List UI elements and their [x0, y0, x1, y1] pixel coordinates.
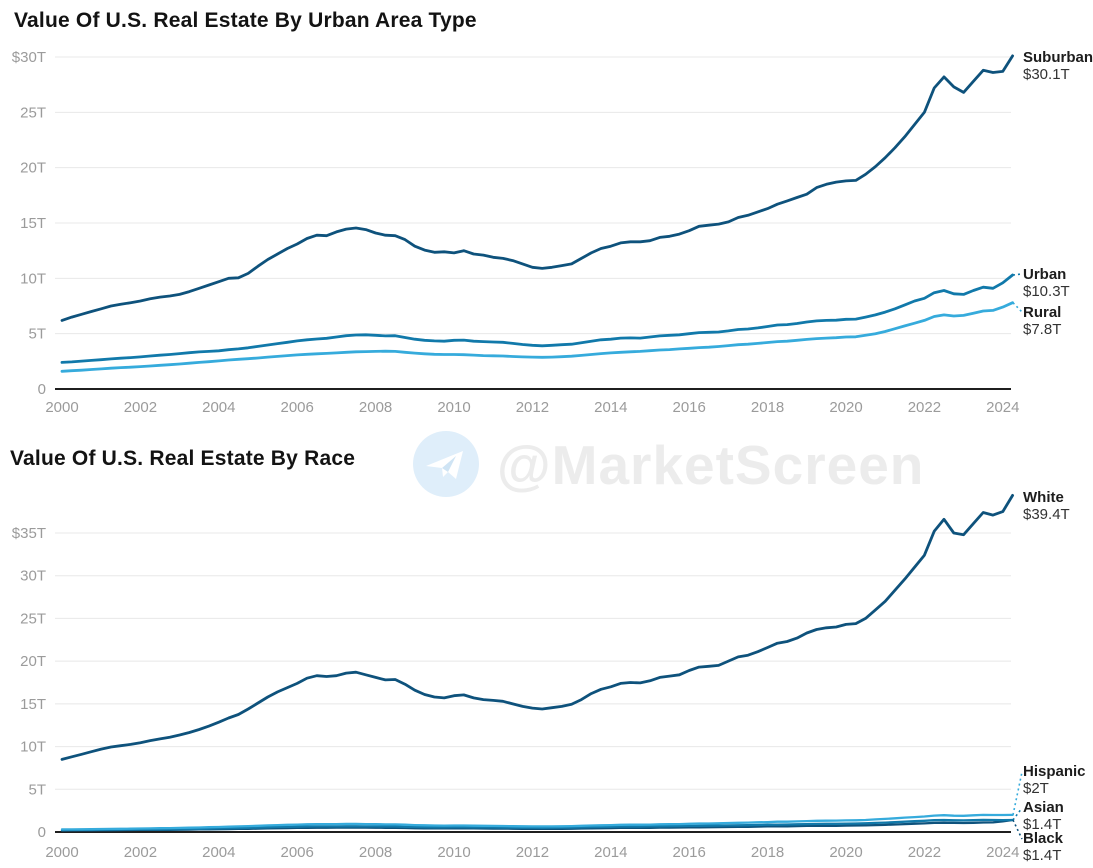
- x-tick-label: 2020: [829, 844, 862, 861]
- chart2-title: Value Of U.S. Real Estate By Race: [10, 447, 356, 470]
- y-tick-label: $35T: [12, 525, 46, 542]
- x-tick-label: 2002: [124, 844, 157, 861]
- x-tick-label: 2024: [986, 844, 1019, 861]
- leader-line: [1012, 302, 1023, 313]
- y-tick-label: 15T: [20, 696, 46, 713]
- x-tick-label: 2000: [45, 844, 78, 861]
- leader-line: [1012, 819, 1023, 840]
- series-label-black: Black $1.4T: [1023, 830, 1064, 864]
- series-line-hispanic: [60, 813, 1014, 831]
- x-tick-label: 2016: [673, 844, 706, 861]
- x-tick-label: 2012: [516, 399, 549, 416]
- leader-line: [1012, 771, 1023, 816]
- x-tick-label: 2008: [359, 844, 392, 861]
- x-tick-label: 2002: [124, 399, 157, 416]
- y-tick-label: 5T: [28, 781, 46, 798]
- chart1-title: Value Of U.S. Real Estate By Urban Area …: [14, 9, 477, 32]
- y-tick-label: $30T: [12, 49, 46, 66]
- y-tick-label: 15T: [20, 215, 46, 232]
- x-tick-label: 2008: [359, 399, 392, 416]
- x-tick-label: 2010: [437, 844, 470, 861]
- series-line-white: [60, 493, 1014, 761]
- series-label-white: White $39.4T: [1023, 489, 1070, 523]
- leader-line: [1012, 273, 1023, 276]
- series-label-rural: Rural $7.8T: [1023, 304, 1062, 338]
- y-tick-label: 30T: [20, 568, 46, 585]
- x-tick-label: 2004: [202, 844, 235, 861]
- chart2-canvas: $35T 30T 25T 20T 15T 10T 5T 0 2000 2002 2004 2006 20…: [12, 493, 1023, 861]
- series-label-hispanic: Hispanic $2T: [1023, 763, 1086, 797]
- telegram-plane-icon: [413, 431, 479, 497]
- x-tick-label: 2012: [516, 844, 549, 861]
- y-tick-label: 10T: [20, 739, 46, 756]
- y-tick-label: 0: [38, 824, 46, 841]
- watermark-text: @MarketScreen: [497, 434, 925, 496]
- series-line-urban: [60, 273, 1014, 364]
- x-tick-label: 2022: [908, 844, 941, 861]
- series-label-suburban: Suburban $30.1T: [1023, 49, 1093, 83]
- y-tick-label: 0: [38, 381, 46, 398]
- x-tick-label: 2020: [829, 399, 862, 416]
- x-tick-label: 2022: [908, 399, 941, 416]
- y-tick-label: 25T: [20, 610, 46, 627]
- x-tick-label: 2014: [594, 399, 627, 416]
- x-tick-label: 2004: [202, 399, 235, 416]
- x-tick-label: 2006: [281, 844, 314, 861]
- y-tick-label: 5T: [28, 326, 46, 343]
- series-line-asian: [60, 818, 1014, 832]
- y-tick-label: 10T: [20, 270, 46, 287]
- x-tick-label: 2000: [45, 399, 78, 416]
- x-tick-label: 2016: [673, 399, 706, 416]
- y-tick-label: 20T: [20, 160, 46, 177]
- series-label-urban: Urban $10.3T: [1023, 266, 1070, 300]
- x-tick-label: 2018: [751, 399, 784, 416]
- series-label-asian: Asian $1.4T: [1023, 799, 1064, 833]
- x-tick-label: 2018: [751, 844, 784, 861]
- series-line-rural: [60, 301, 1014, 373]
- series-line-suburban: [60, 54, 1014, 322]
- x-tick-label: 2010: [437, 399, 470, 416]
- x-tick-label: 2024: [986, 399, 1019, 416]
- y-tick-label: 25T: [20, 104, 46, 121]
- y-tick-label: 20T: [20, 653, 46, 670]
- x-tick-label: 2014: [594, 844, 627, 861]
- x-tick-label: 2006: [281, 399, 314, 416]
